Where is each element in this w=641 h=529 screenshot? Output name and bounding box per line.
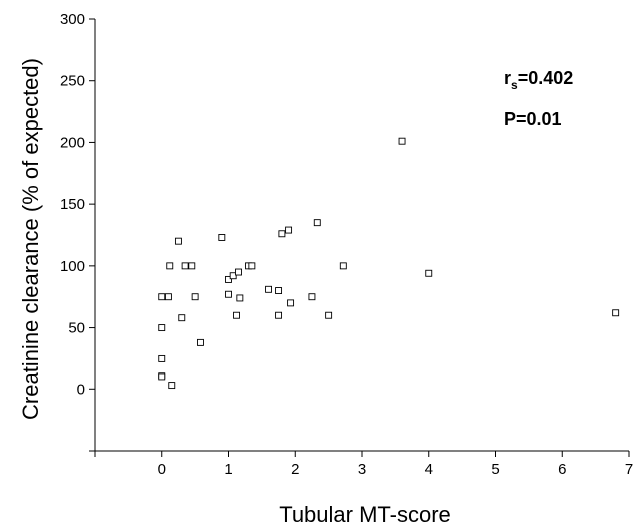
- scatter-point: [225, 290, 232, 298]
- scatter-point: [236, 294, 244, 302]
- x-tick-label: 2: [291, 461, 299, 478]
- scatter-point: [218, 234, 226, 241]
- scatter-point: [229, 272, 237, 280]
- x-axis-label: Tubular MT-score: [279, 502, 451, 527]
- scatter-point: [265, 285, 272, 293]
- scatter-point: [275, 287, 283, 294]
- x-tick-label: 6: [558, 461, 566, 478]
- scatter-point: [158, 354, 166, 362]
- x-tick-label: 3: [358, 461, 366, 478]
- scatter-point: [313, 219, 321, 227]
- x-tick-label: 7: [625, 461, 633, 478]
- rs-symbol: r: [504, 68, 511, 88]
- data-points: [158, 137, 620, 390]
- scatter-point: [425, 269, 433, 277]
- scatter-point: [181, 262, 189, 270]
- scatter-point: [164, 293, 172, 301]
- scatter-point: [178, 314, 186, 322]
- scatter-point: [398, 137, 406, 145]
- x-tick-label: 5: [491, 461, 499, 478]
- scatter-point: [233, 311, 240, 319]
- scatter-point: [287, 299, 295, 307]
- scatter-point: [308, 293, 316, 301]
- scatter-point: [325, 311, 333, 319]
- scatter-point: [278, 230, 286, 238]
- scatter-point: [612, 309, 620, 317]
- y-tick-label: 100: [60, 258, 85, 275]
- axes: 0 50 100 150 200 250 300 0 1 2 3 4 5 6 7: [60, 11, 633, 478]
- scatter-point: [285, 226, 293, 234]
- scatter-point: [174, 237, 182, 245]
- scatter-point: [188, 262, 196, 270]
- correlation-annotation: rs=0.402: [504, 68, 573, 92]
- y-tick-label: 50: [68, 320, 85, 337]
- y-tick-label: 250: [60, 73, 85, 90]
- y-tick-label: 200: [60, 134, 85, 151]
- p-value-annotation: P=0.01: [504, 109, 562, 129]
- x-tick-label: 4: [425, 461, 433, 478]
- y-tick-label: 0: [77, 381, 85, 398]
- y-tick-label: 300: [60, 11, 85, 28]
- scatter-point: [158, 324, 166, 332]
- rs-value: =0.402: [518, 68, 574, 88]
- scatter-point: [225, 275, 232, 283]
- scatter-point: [339, 262, 347, 270]
- x-tick-label: 0: [158, 461, 166, 478]
- scatter-point: [197, 338, 204, 346]
- y-axis-label: Creatinine clearance (% of expected): [18, 58, 43, 420]
- y-tick-label: 150: [60, 196, 85, 213]
- scatter-point: [168, 382, 176, 390]
- scatter-point: [158, 293, 166, 301]
- scatter-point: [275, 311, 283, 319]
- x-tick-label: 1: [224, 461, 232, 478]
- scatter-point: [191, 293, 199, 301]
- scatter-point: [158, 373, 166, 381]
- scatter-point: [248, 262, 256, 270]
- scatter-point: [166, 262, 174, 270]
- rs-subscript: s: [511, 78, 518, 92]
- scatter-point: [235, 268, 242, 276]
